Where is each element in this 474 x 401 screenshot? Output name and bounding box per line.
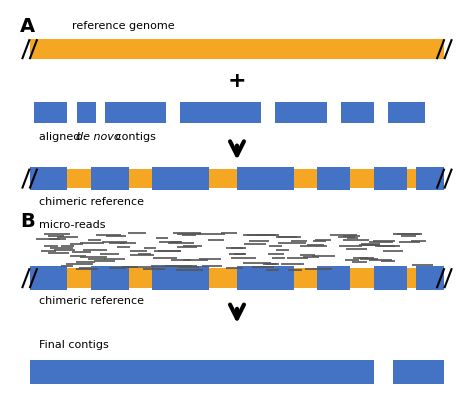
FancyBboxPatch shape xyxy=(341,102,374,124)
FancyBboxPatch shape xyxy=(30,268,444,288)
FancyBboxPatch shape xyxy=(91,167,128,190)
Text: contigs: contigs xyxy=(112,132,156,142)
FancyBboxPatch shape xyxy=(152,266,209,290)
FancyBboxPatch shape xyxy=(317,167,350,190)
Text: Final contigs: Final contigs xyxy=(39,340,109,350)
FancyBboxPatch shape xyxy=(392,360,444,384)
Text: de novo: de novo xyxy=(76,132,120,142)
FancyBboxPatch shape xyxy=(30,266,67,290)
FancyBboxPatch shape xyxy=(30,360,374,384)
Text: chimeric reference: chimeric reference xyxy=(39,196,144,207)
FancyBboxPatch shape xyxy=(152,167,209,190)
FancyBboxPatch shape xyxy=(416,266,444,290)
FancyBboxPatch shape xyxy=(30,39,444,59)
Text: micro-reads: micro-reads xyxy=(39,221,106,230)
FancyBboxPatch shape xyxy=(237,167,293,190)
Text: aligned: aligned xyxy=(39,132,84,142)
FancyBboxPatch shape xyxy=(237,266,293,290)
FancyBboxPatch shape xyxy=(91,266,128,290)
FancyBboxPatch shape xyxy=(181,102,261,124)
Text: chimeric reference: chimeric reference xyxy=(39,296,144,306)
FancyBboxPatch shape xyxy=(35,102,67,124)
FancyBboxPatch shape xyxy=(374,167,407,190)
FancyBboxPatch shape xyxy=(416,167,444,190)
Text: reference genome: reference genome xyxy=(72,21,175,31)
FancyBboxPatch shape xyxy=(374,266,407,290)
FancyBboxPatch shape xyxy=(77,102,96,124)
FancyBboxPatch shape xyxy=(30,167,67,190)
FancyBboxPatch shape xyxy=(317,266,350,290)
FancyBboxPatch shape xyxy=(275,102,327,124)
FancyBboxPatch shape xyxy=(105,102,166,124)
Text: A: A xyxy=(20,17,36,36)
FancyBboxPatch shape xyxy=(30,169,444,188)
Text: B: B xyxy=(20,213,35,231)
FancyBboxPatch shape xyxy=(388,102,426,124)
Text: +: + xyxy=(228,71,246,91)
